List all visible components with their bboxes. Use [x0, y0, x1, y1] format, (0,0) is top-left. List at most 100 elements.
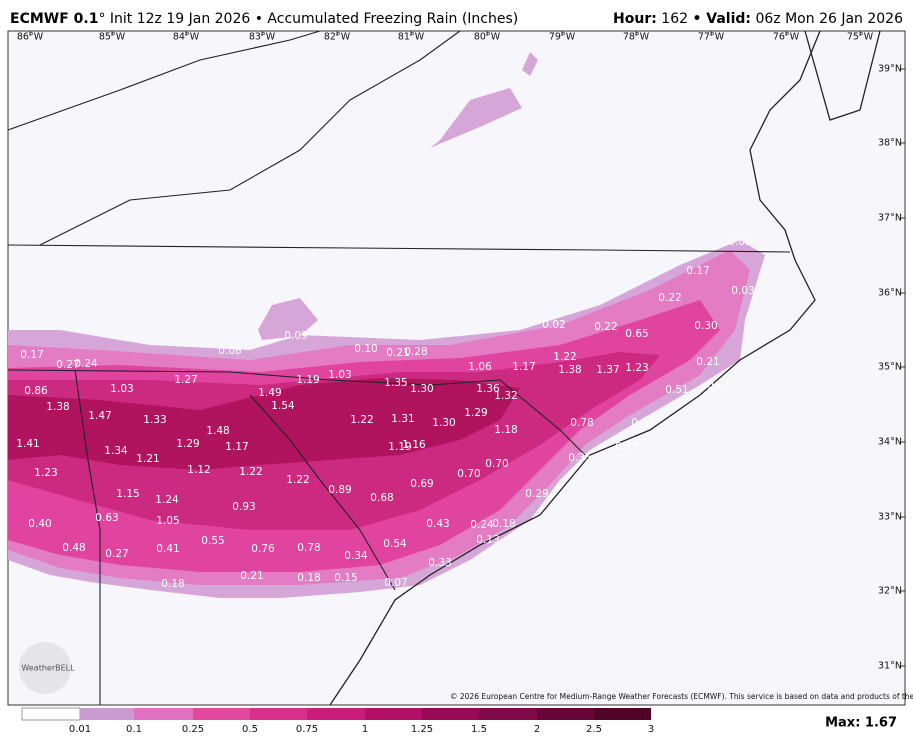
lat-label: 35°N: [878, 362, 902, 373]
legend-swatch: [537, 708, 594, 720]
legend-label: 1.5: [471, 724, 487, 735]
copyright: © 2026 European Centre for Medium-Range …: [450, 692, 913, 701]
point-value: 0.41: [156, 543, 179, 555]
point-value: 1.38: [46, 401, 69, 413]
map: © 2026 European Centre for Medium-Range …: [7, 30, 913, 706]
point-value: 0.53: [631, 417, 654, 429]
point-value: 0.63: [95, 512, 118, 524]
state-border: [249, 394, 396, 591]
point-value: 1.49: [258, 387, 281, 399]
legend-label: 1: [362, 724, 368, 735]
point-value: 0.51: [665, 384, 688, 396]
legend-swatch: [479, 708, 537, 720]
degree: °: [98, 11, 105, 27]
point-value: 0.30: [694, 320, 717, 332]
point-value: 0.08: [218, 345, 241, 357]
point-value: 1.29: [464, 407, 487, 419]
point-value: 1.30: [432, 417, 455, 429]
legend: 0.01 0.1 0.25 0.5 0.75 1 1.25 1.5 2 2.5 3: [21, 707, 654, 735]
point-value: 0.27: [105, 548, 128, 560]
lat-label: 31°N: [878, 661, 902, 672]
valid-label: • Valid:: [692, 11, 751, 27]
lat-label: 38°N: [878, 138, 902, 149]
point-value: 0.22: [658, 292, 681, 304]
hour-label: Hour:: [613, 11, 657, 27]
point-value: 1.05: [156, 515, 179, 527]
state-border: [7, 369, 586, 456]
model: ECMWF 0.1: [10, 11, 98, 27]
point-value: 0.89: [328, 484, 351, 496]
legend-swatch: [250, 708, 307, 720]
point-value: 0.69: [410, 478, 433, 490]
point-value: 0.10: [354, 343, 377, 355]
lat-label: 37°N: [878, 213, 902, 224]
lon-label: 83°W: [249, 32, 276, 43]
point-value: 1.47: [88, 410, 111, 422]
point-value: 1.12: [187, 464, 210, 476]
point-value: 0.01: [707, 380, 730, 392]
point-value: 0.34: [344, 550, 368, 562]
legend-label: 0.5: [242, 724, 258, 735]
point-value: 0.33: [428, 557, 451, 569]
point-value: 0.17: [686, 265, 709, 277]
legend-swatch: [134, 708, 193, 720]
point-value: 1.19: [296, 374, 319, 386]
lat-label: 33°N: [878, 512, 902, 523]
logo: WeatherBELL: [21, 664, 75, 673]
point-value: 1.36: [476, 383, 500, 395]
lat-label: 32°N: [878, 586, 902, 597]
point-value: 1.22: [239, 466, 262, 478]
point-value: 0.21: [696, 356, 719, 368]
point-value: 0.48: [62, 542, 85, 554]
lon-label: 76°W: [773, 32, 800, 43]
point-value: 1.03: [328, 369, 351, 381]
lon-label: 77°W: [698, 32, 725, 43]
point-value: 1.30: [410, 383, 433, 395]
point-value: 1.33: [143, 414, 166, 426]
legend-label: 0.01: [69, 724, 91, 735]
point-value: 0.21: [386, 347, 409, 359]
point-value: 1.32: [494, 390, 517, 402]
point-value: 1.48: [206, 425, 229, 437]
state-border: [74, 369, 101, 705]
point-value: 0.18: [492, 518, 515, 530]
point-value: 1.16: [402, 439, 426, 451]
lon-label: 80°W: [474, 32, 501, 43]
point-value: 0.18: [161, 578, 184, 590]
point-value: 0.17: [20, 349, 43, 361]
point-value: 1.22: [553, 351, 576, 363]
header-right: Hour: 162 • Valid: 06z Mon 26 Jan 2026: [613, 11, 903, 27]
point-value: 0.68: [370, 492, 393, 504]
lat-label: 34°N: [878, 437, 902, 448]
lat-label: 39°N: [878, 64, 902, 75]
legend-swatch: [422, 708, 479, 720]
point-value: 0.21: [240, 570, 263, 582]
point-value: 0.43: [426, 518, 449, 530]
point-value: 0.78: [570, 417, 593, 429]
coastline: [804, 30, 881, 121]
point-value: 1.37: [596, 364, 619, 376]
point-value: 1.03: [110, 383, 133, 395]
point-value: 0.29: [525, 488, 548, 500]
point-value: 1.41: [16, 438, 39, 450]
point-value: 0.15: [334, 572, 357, 584]
point-value: 1.27: [174, 374, 197, 386]
point-value: 0.18: [297, 572, 320, 584]
point-value: 0.70: [457, 468, 480, 480]
point-value: 1.29: [176, 438, 199, 450]
point-value: 1.22: [286, 474, 309, 486]
valid: 06z Mon 26 Jan 2026: [755, 11, 903, 27]
lon-label: 79°W: [549, 32, 576, 43]
point-value: 0.70: [485, 458, 508, 470]
state-border: [7, 244, 791, 253]
legend-label: 3: [648, 724, 654, 735]
point-value: 0.35: [568, 452, 591, 464]
point-value: 1.31: [391, 413, 414, 425]
point-value: 0.55: [201, 535, 224, 547]
point-value: 1.15: [116, 488, 139, 500]
ice-area: [258, 52, 538, 340]
legend-label: 2: [534, 724, 540, 735]
point-value: 0.93: [232, 501, 255, 513]
point-value: 1.35: [384, 377, 407, 389]
